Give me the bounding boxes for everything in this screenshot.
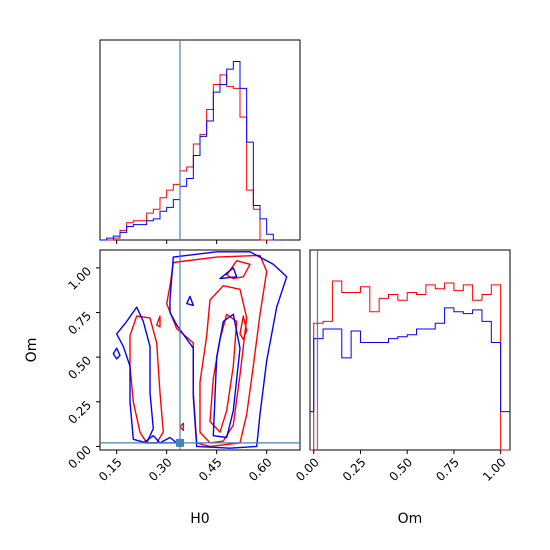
om-x-axis-label: Om (398, 511, 423, 527)
contour-line-5 (239, 315, 248, 340)
h0-tick-label-1: 0.30 (146, 455, 175, 484)
h0-histogram-frame (99, 39, 301, 241)
h0-hist-series-0 (100, 74, 280, 241)
om-tick-label-2: 0.50 (387, 455, 416, 484)
om-hist-series-1 (310, 307, 510, 413)
h0-om-truth-lines (100, 250, 300, 450)
om-x-axis-ticks: 0.00 0.25 0.50 0.75 1.00 (293, 450, 509, 484)
contour-line-1 (166, 254, 268, 448)
om-y-tick-label-3: 0.75 (65, 309, 94, 338)
om-histogram-panel: 0.00 0.25 0.50 0.75 1.00 Om (293, 249, 511, 527)
h0-om-contours (112, 251, 288, 449)
h0-tick-label-2: 0.45 (196, 455, 225, 484)
contour-line-10 (112, 347, 121, 360)
contour-line-6 (156, 315, 161, 328)
contour-line-12 (219, 267, 238, 280)
contour-line-2 (199, 285, 248, 444)
contour-line-7 (179, 422, 184, 432)
om-tick-label-4: 1.00 (480, 455, 509, 484)
h0-tick-label-0: 0.15 (96, 455, 125, 484)
contour-line-11 (186, 295, 194, 307)
h0-tick-label-3: 0.60 (246, 455, 275, 484)
om-tick-label-3: 0.75 (433, 455, 462, 484)
contour-line-3 (209, 313, 238, 433)
h0-histogram-series (100, 60, 280, 241)
truth-marker (176, 438, 184, 447)
om-tick-label-0: 0.00 (293, 455, 322, 484)
om-histogram-frame (309, 249, 511, 451)
om-y-tick-label-4: 1.00 (65, 264, 94, 293)
om-y-tick-label-0: 0.00 (65, 443, 94, 472)
om-axis-label: Om (24, 338, 40, 363)
h0-histogram-panel (99, 39, 301, 244)
om-tick-label-1: 0.25 (340, 455, 369, 484)
contour-line-14 (212, 313, 241, 439)
om-hist-series-0 (310, 280, 510, 451)
h0-axis-label: H0 (190, 511, 209, 527)
om-y-axis-ticks: 0.00 0.25 0.50 0.75 1.00 (65, 264, 100, 471)
h0-hist-series-1 (100, 60, 280, 241)
contour-line-9 (169, 251, 288, 449)
om-y-tick-label-2: 0.50 (65, 353, 94, 382)
h0-histogram-x-ticks (116, 240, 268, 244)
contour-line-8 (116, 306, 154, 444)
h0-om-contour-frame (99, 249, 301, 451)
h0-x-axis-ticks: 0.15 0.30 0.45 0.60 (96, 450, 275, 484)
h0-om-contour-panel: 0.15 0.30 0.45 0.60 0.00 0.25 0.50 0.75 1.00 H0… (24, 249, 301, 527)
om-y-tick-label-1: 0.25 (65, 398, 94, 427)
om-histogram-series (310, 280, 510, 451)
contour-line-4 (226, 260, 251, 280)
